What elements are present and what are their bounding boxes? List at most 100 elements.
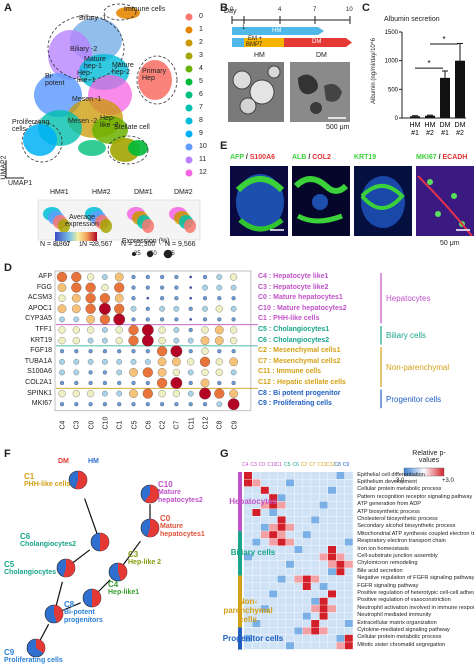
heatmap-cell [260,620,269,627]
cluster-name-9: C11 : Immune cells [258,368,322,376]
heatmap-cell [344,553,353,561]
dot-ACSM3-C7 [174,296,179,301]
heatmap-cell [336,494,345,502]
cluster-name-7: C2 : Mesenchymal cells1 [258,347,341,355]
heatmap-cell [277,568,286,576]
expression-pct-title: Expression (%) [122,238,170,245]
heatmap-cell [328,494,336,502]
heatmap-cell [336,560,345,568]
gene-label-APOC1: APOC1 [28,304,52,312]
dot-S100A6-C10 [102,370,108,375]
heatmap-col-C12: C12 [326,462,336,468]
heatmap-cell [319,553,328,561]
dot-FGG-C1 [114,282,125,293]
gene-label-KRT19: KRT19 [30,336,52,344]
label-bi-potent: Bi-potent [45,73,65,87]
heatmap-cell [336,612,345,620]
dot-S100A6-C11 [187,369,194,376]
dot-APOC1-C6 [145,306,150,311]
heatmap-cell [319,494,328,502]
dot-COL2A1-C2 [157,377,168,389]
heatmap-cell [277,494,286,502]
heatmap-cell [244,538,252,546]
cbar-tick-1: 1 [79,242,83,248]
heatmap-cell [336,642,345,650]
label-hep-like-2: Hep-like -2 [100,115,119,129]
heatmap-cell [344,612,353,620]
node-code-C3: C3 [128,550,139,559]
heatmap-cell [269,546,278,553]
heatmap-cell [294,642,303,650]
cbar-tick-2: 2 [92,242,96,248]
heatmap-cell [302,523,311,531]
dot-CYP3A5-C2 [160,317,165,322]
panel-label-g: G [220,448,229,460]
heatmap-cell [277,583,286,590]
heatmap-cell [302,509,311,516]
dot-FGG-C11 [189,286,193,289]
heatmap-cell [294,546,303,553]
y-tick-label: 0 [395,116,399,122]
legend-dot-9 [185,130,193,138]
dot-MKI67-C8 [216,401,223,408]
dot-ACSM3-C1 [114,293,124,303]
dot-SPINK1-C12 [199,387,211,400]
heatmap-cell [260,605,269,613]
heatmap-cell [319,546,328,553]
day-label: Day [224,8,237,15]
panel-label-c: C [362,2,370,14]
dot-TUBA1A-C5 [130,358,137,365]
dot-COL2A1-C3 [74,380,79,386]
node-code-C8: C8 [64,600,75,609]
heatmap-cell [336,627,345,635]
dot-APOC1-C3 [71,304,81,314]
heatmap-cell [252,642,261,650]
heatmap-cell [244,583,252,590]
heatmap-cell [344,494,353,502]
heatmap-cell [328,612,336,620]
umap-clusters [23,7,172,162]
heatmap-cell [302,568,311,576]
heatmap-cell [294,627,303,635]
dot-TFF1-C0 [87,326,95,334]
heatmap-cell [344,516,353,524]
dot-TFF1-C3 [72,326,80,334]
dot-TFF1-C10 [102,327,108,333]
legend-label-8: 8 [199,117,203,124]
heatmap-cell [302,553,311,561]
dot-MKI67-C4 [59,402,65,407]
heatmap-cell [252,590,261,598]
heatmap-cell [260,583,269,590]
heatmap-cell [328,620,336,627]
x-tick-label: DM [455,122,466,129]
node-name-C0: Mature hepatocytes1 [160,523,205,538]
stain-marker-b: S100A6 [249,154,276,161]
go-term-12: Chylomicron remodeling [357,560,418,567]
sig-star: * [427,59,430,68]
heatmap-cell [260,523,269,531]
dot-COL2A1-C12 [200,378,210,388]
heatmap-cell [294,538,303,546]
heatmap-cell [269,612,278,620]
label-primary-hep: Primary Hep [142,68,167,82]
heatmap-col-C4: C4 [242,462,249,468]
heatmap-cell [252,538,261,546]
heatmap-col-C0: C0 [258,462,266,468]
heatmap-cell [277,516,286,524]
dot-SPINK1-C7 [172,389,180,398]
legend-label-4: 4 [199,65,203,72]
go-group-3: Progenitor cells [222,633,284,643]
sample-dm1: DM#1 [134,189,153,196]
x-tick-label: #1 [441,130,449,137]
dot-TUBA1A-C8 [215,358,223,366]
heatmap-cell [319,590,328,598]
sample-hm2: HM#2 [92,189,111,196]
heatmap-cell [319,634,328,642]
heatmap-cell [294,531,303,539]
label-mesen-1: Mesen -1 [72,96,102,103]
legend-dot-8 [185,117,193,125]
count-dm2: N = 9,566 [165,241,196,248]
bar-2 [440,77,450,118]
go-term-6: Cholesterol biosynthetic process [357,515,438,522]
legend-label-3: 3 [199,52,203,59]
